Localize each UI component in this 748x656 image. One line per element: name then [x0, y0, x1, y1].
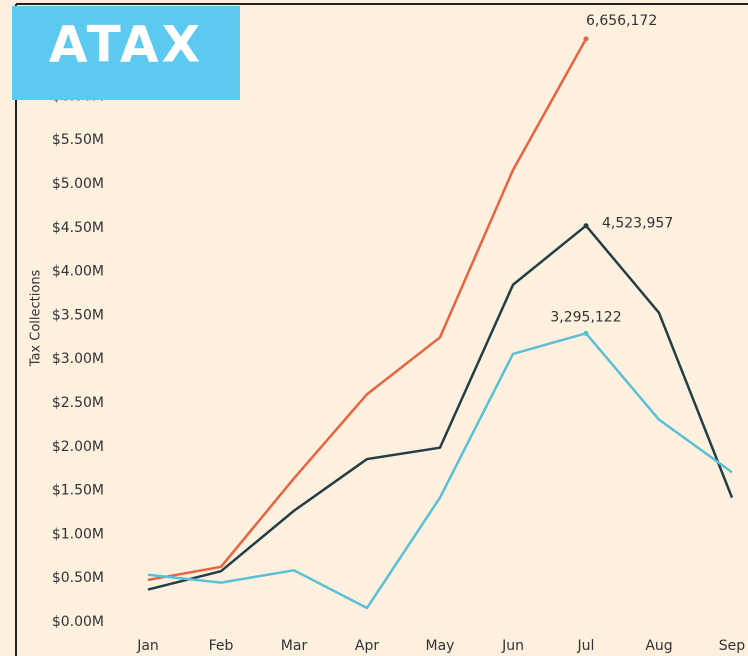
y-tick-label: $2.50M — [52, 395, 104, 411]
x-tick-label: Jan — [136, 638, 159, 654]
y-tick-label: $5.00M — [52, 176, 104, 192]
x-tick-label: Mar — [281, 638, 308, 654]
y-tick-label: $5.50M — [52, 132, 104, 148]
point — [583, 36, 589, 42]
x-tick-label: Sep — [719, 638, 746, 654]
y-tick-label: $4.50M — [52, 220, 104, 236]
y-tick-label: $4.00M — [52, 264, 104, 280]
value-label: 6,656,172 — [586, 13, 657, 29]
y-tick-label: $1.50M — [52, 483, 104, 499]
y-tick-label: $1.00M — [52, 526, 104, 542]
logo-box — [12, 6, 240, 100]
x-tick-label: Jun — [501, 638, 524, 654]
x-tick-label: Jul — [577, 638, 595, 654]
value-label: 4,523,957 — [602, 216, 673, 232]
y-tick-label: $3.00M — [52, 351, 104, 367]
logo: ATAX — [49, 16, 203, 74]
y-tick-label: $0.50M — [52, 570, 104, 586]
point — [583, 330, 589, 336]
x-tick-label: Feb — [209, 638, 234, 654]
x-tick-label: May — [426, 638, 455, 654]
value-label: 3,295,122 — [550, 309, 621, 325]
y-tick-label: $0.00M — [52, 614, 104, 630]
y-tick-label: $3.50M — [52, 307, 104, 323]
y-axis-label: Tax Collections — [29, 269, 44, 367]
line — [147, 38, 588, 582]
line — [147, 332, 733, 610]
y-tick-label: $2.00M — [52, 439, 104, 455]
point — [583, 223, 589, 229]
line — [147, 224, 734, 591]
x-tick-label: Apr — [355, 638, 379, 654]
plot: $0.00M $0.50M $1.00M $1.50M $2.00M $2.50M $3.0… — [52, 13, 745, 654]
x-tick-label: Aug — [645, 638, 672, 654]
